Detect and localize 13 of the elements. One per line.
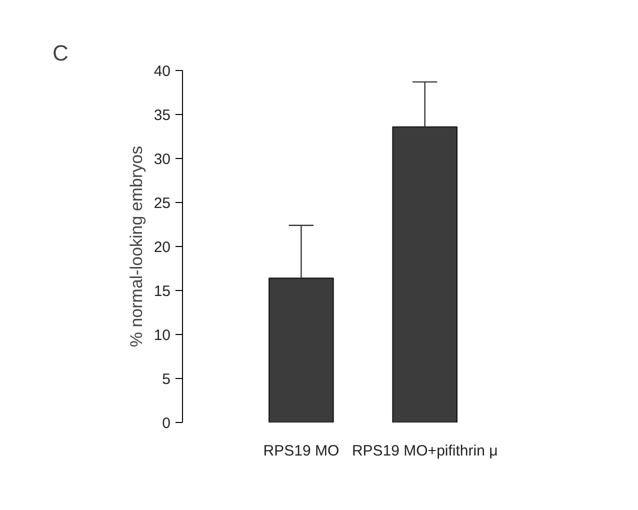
- y-tick-label: 25: [154, 195, 171, 212]
- text: C: [52, 40, 68, 66]
- y-tick-label: 35: [154, 107, 171, 124]
- y-tick-label: 30: [154, 151, 171, 168]
- x-tick-label: RPS19 MO: [263, 442, 340, 460]
- y-tick-label: 0: [162, 415, 170, 432]
- y-tick-label: 40: [154, 63, 171, 80]
- y-tick-label: 10: [154, 327, 171, 344]
- y-axis-title: % normal-looking embryos: [126, 146, 146, 348]
- x-tick-label: RPS19 MO+pifithrin μ: [352, 442, 498, 460]
- y-tick-label: 15: [154, 283, 171, 300]
- y-tick-label: 5: [162, 371, 170, 388]
- y-tick-label: 20: [154, 239, 171, 256]
